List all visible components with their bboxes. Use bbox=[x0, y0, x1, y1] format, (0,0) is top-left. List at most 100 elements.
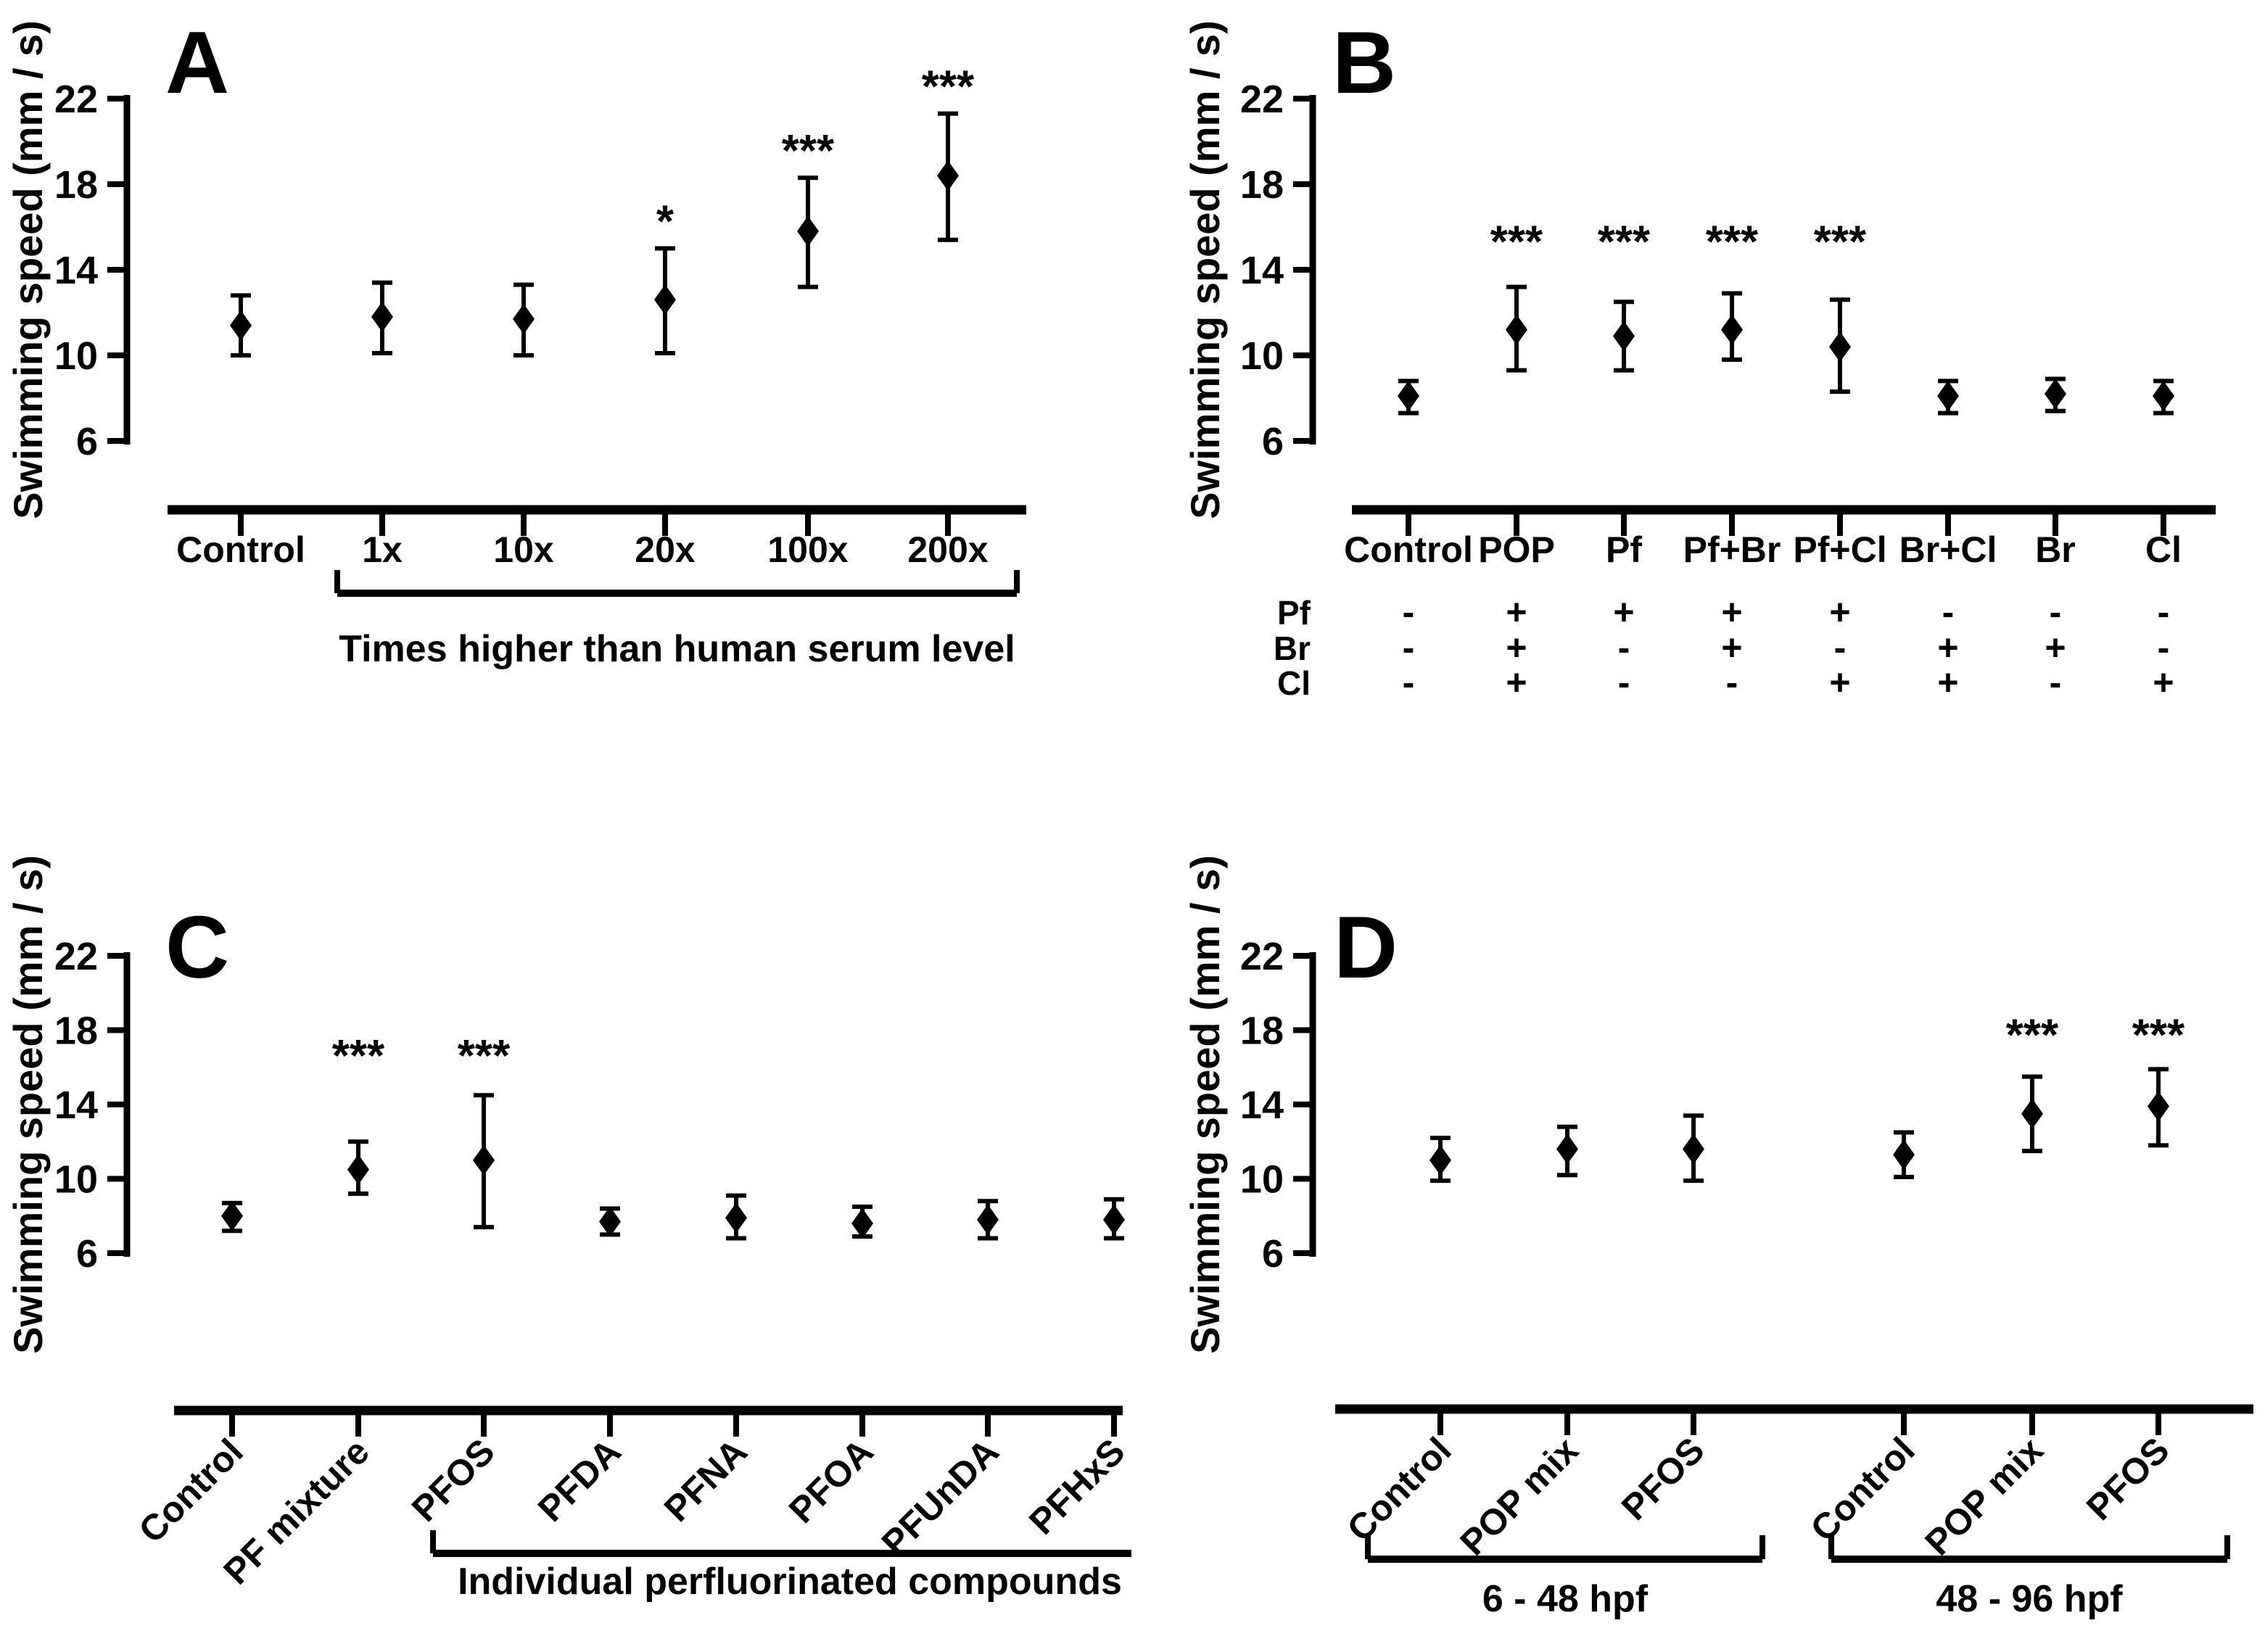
svg-text:POP: POP bbox=[1478, 529, 1555, 570]
svg-text:6: 6 bbox=[1262, 420, 1284, 463]
svg-text:100x: 100x bbox=[767, 529, 848, 570]
svg-text:Control: Control bbox=[176, 529, 305, 570]
svg-text:10: 10 bbox=[1240, 1158, 1284, 1202]
svg-text:22: 22 bbox=[54, 78, 98, 121]
panel-c-canvas: C Swimming speed (mm / s) 6 10 14 18 22 Control… bbox=[5, 855, 1131, 1603]
svg-text:Pf+Br: Pf+Br bbox=[1683, 529, 1781, 570]
panel-b-mixture-composition-chart: B Swimming speed (mm / s) 6 10 14 18 22 Control… bbox=[1134, 0, 2265, 827]
svg-text:PFOS: PFOS bbox=[2079, 1429, 2177, 1528]
svg-text:+: + bbox=[2153, 662, 2174, 703]
svg-text:PFOA: PFOA bbox=[781, 1431, 881, 1531]
svg-text:-: - bbox=[2158, 592, 2170, 632]
svg-text:+: + bbox=[1506, 592, 1527, 632]
svg-text:-: - bbox=[2050, 662, 2062, 703]
svg-text:Pf: Pf bbox=[1277, 594, 1311, 632]
svg-text:-: - bbox=[2050, 592, 2062, 632]
svg-text:***: *** bbox=[2132, 1011, 2185, 1061]
svg-text:***: *** bbox=[1490, 217, 1543, 267]
svg-text:18: 18 bbox=[54, 163, 98, 207]
svg-text:C: C bbox=[165, 898, 229, 996]
svg-text:Individual perfluorinated comp: Individual perfluorinated compounds bbox=[458, 1561, 1122, 1603]
svg-text:Control: Control bbox=[131, 1431, 251, 1550]
svg-text:***: *** bbox=[2006, 1011, 2059, 1061]
svg-text:6: 6 bbox=[76, 420, 98, 463]
svg-text:*: * bbox=[656, 197, 674, 247]
svg-text:***: *** bbox=[458, 1031, 511, 1081]
svg-text:6: 6 bbox=[76, 1232, 98, 1276]
svg-text:+: + bbox=[1506, 662, 1527, 703]
svg-text:Pf+Cl: Pf+Cl bbox=[1793, 529, 1886, 570]
svg-text:-: - bbox=[2158, 627, 2170, 668]
svg-text:Br: Br bbox=[1274, 629, 1311, 667]
svg-text:10x: 10x bbox=[493, 529, 554, 570]
svg-text:Cl: Cl bbox=[2145, 529, 2182, 570]
svg-text:PFOS: PFOS bbox=[1614, 1429, 1712, 1528]
svg-text:Times higher than human serum: Times higher than human serum level bbox=[339, 628, 1015, 670]
svg-text:10: 10 bbox=[54, 1158, 98, 1202]
panel-d-canvas: D Swimming speed (mm / s) 6 10 14 18 22 Control… bbox=[1182, 855, 2253, 1620]
svg-text:10: 10 bbox=[54, 334, 98, 378]
svg-text:-: - bbox=[1834, 627, 1847, 668]
svg-text:Pf: Pf bbox=[1606, 529, 1642, 570]
panel-d-exposure-window-chart: D Swimming speed (mm / s) 6 10 14 18 22 Control… bbox=[1134, 827, 2265, 1652]
svg-text:-: - bbox=[1942, 592, 1955, 632]
svg-text:+: + bbox=[1937, 627, 1958, 668]
svg-text:PFHxS: PFHxS bbox=[1021, 1431, 1131, 1542]
svg-text:A: A bbox=[165, 13, 229, 112]
svg-text:22: 22 bbox=[54, 935, 98, 978]
svg-text:***: *** bbox=[332, 1031, 385, 1081]
svg-text:***: *** bbox=[782, 126, 835, 176]
svg-text:***: *** bbox=[922, 62, 975, 112]
svg-text:Control: Control bbox=[1803, 1429, 1923, 1549]
svg-text:+: + bbox=[1506, 627, 1527, 668]
svg-text:18: 18 bbox=[54, 1009, 98, 1053]
svg-text:Control: Control bbox=[1344, 529, 1473, 570]
svg-text:14: 14 bbox=[1240, 249, 1284, 292]
svg-text:200x: 200x bbox=[907, 529, 988, 570]
svg-text:18: 18 bbox=[1240, 1009, 1284, 1053]
svg-text:Br: Br bbox=[2035, 529, 2076, 570]
svg-text:PFOS: PFOS bbox=[404, 1431, 503, 1529]
svg-text:+: + bbox=[1721, 592, 1742, 632]
svg-text:PFNA: PFNA bbox=[656, 1431, 755, 1529]
svg-text:+: + bbox=[1613, 592, 1634, 632]
svg-text:-: - bbox=[1403, 592, 1415, 632]
svg-text:6: 6 bbox=[1262, 1232, 1284, 1276]
svg-text:22: 22 bbox=[1240, 78, 1284, 121]
panel-b-canvas: B Swimming speed (mm / s) 6 10 14 18 22 Control… bbox=[1182, 13, 2216, 703]
svg-text:***: *** bbox=[1814, 217, 1867, 267]
svg-text:Swimming speed (mm / s): Swimming speed (mm / s) bbox=[1182, 20, 1228, 519]
svg-text:POP mix: POP mix bbox=[1917, 1429, 2051, 1564]
svg-text:PFDA: PFDA bbox=[530, 1431, 629, 1529]
svg-text:Br+Cl: Br+Cl bbox=[1899, 529, 1997, 570]
svg-text:-: - bbox=[1618, 627, 1630, 668]
panel-c-perfluorinated-compounds-chart: C Swimming speed (mm / s) 6 10 14 18 22 Control… bbox=[0, 827, 1131, 1652]
svg-text:***: *** bbox=[1706, 217, 1759, 267]
svg-text:20x: 20x bbox=[635, 529, 696, 570]
svg-text:Swimming speed (mm / s): Swimming speed (mm / s) bbox=[1182, 855, 1228, 1354]
svg-text:-: - bbox=[1403, 662, 1415, 703]
svg-text:B: B bbox=[1332, 13, 1396, 112]
svg-text:D: D bbox=[1334, 898, 1398, 996]
svg-text:22: 22 bbox=[1240, 935, 1284, 978]
svg-text:14: 14 bbox=[54, 1083, 98, 1127]
svg-text:Control: Control bbox=[1340, 1429, 1459, 1549]
svg-text:48 - 96 hpf: 48 - 96 hpf bbox=[1936, 1578, 2123, 1620]
svg-text:-: - bbox=[1726, 662, 1738, 703]
svg-text:6 - 48 hpf: 6 - 48 hpf bbox=[1482, 1578, 1649, 1620]
svg-text:-: - bbox=[1403, 627, 1415, 668]
svg-text:-: - bbox=[1618, 662, 1630, 703]
svg-text:***: *** bbox=[1598, 217, 1651, 267]
svg-text:Swimming speed (mm / s): Swimming speed (mm / s) bbox=[5, 20, 51, 519]
svg-text:+: + bbox=[1721, 627, 1742, 668]
svg-text:14: 14 bbox=[54, 249, 98, 292]
svg-text:+: + bbox=[1937, 662, 1958, 703]
svg-text:+: + bbox=[1829, 662, 1850, 703]
svg-text:14: 14 bbox=[1240, 1083, 1284, 1127]
panel-a-canvas: A Swimming speed (mm / s) 6 10 14 18 22 Control… bbox=[5, 13, 1026, 670]
svg-text:18: 18 bbox=[1240, 163, 1284, 207]
svg-text:Cl: Cl bbox=[1277, 664, 1311, 702]
panel-a-dose-response-chart: A Swimming speed (mm / s) 6 10 14 18 22 Control… bbox=[0, 0, 1131, 827]
svg-text:1x: 1x bbox=[362, 529, 403, 570]
